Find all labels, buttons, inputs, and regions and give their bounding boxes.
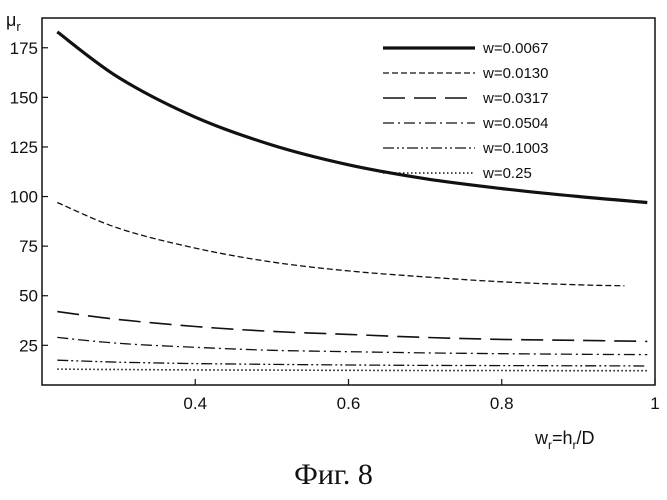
legend-label-6: w=0.25 xyxy=(482,165,532,182)
legend-label-1: w=0.0067 xyxy=(482,40,548,57)
y-tick-label: 75 xyxy=(19,237,38,256)
axis-ticks: 25 50 75 100 125 150 175 0.4 0.6 0.8 1 xyxy=(10,39,660,413)
y-tick-label: 150 xyxy=(10,88,38,107)
y-tick-label: 50 xyxy=(19,287,38,306)
legend-label-4: w=0.0504 xyxy=(482,115,548,132)
y-axis-label: μr xyxy=(6,10,21,34)
x-tick-label: 0.6 xyxy=(337,394,361,413)
x-axis-label-rest-sub: r xyxy=(573,438,577,452)
x-axis-label: wr=hr/D xyxy=(534,428,595,452)
series-line-2 xyxy=(57,201,625,287)
series-lines xyxy=(56,30,648,372)
x-axis-label-sub: r xyxy=(548,438,552,452)
x-axis-label-tail: /D xyxy=(577,428,595,448)
series-line-4 xyxy=(57,336,648,356)
series-line-3 xyxy=(57,310,648,343)
series-line-1 xyxy=(56,30,648,205)
series-line-6 xyxy=(57,368,648,372)
y-axis-label-sub: r xyxy=(16,19,21,34)
x-tick-label: 1 xyxy=(650,394,659,413)
x-tick-label: 0.4 xyxy=(183,394,207,413)
plot-area xyxy=(41,17,656,386)
x-axis-label-main: w xyxy=(534,428,549,448)
legend-label-3: w=0.0317 xyxy=(482,90,548,107)
y-tick-label: 100 xyxy=(10,188,38,207)
series-line-5 xyxy=(57,359,648,367)
y-axis-label-main: μ xyxy=(6,10,16,30)
legend: w=0.0067 w=0.0130 w=0.0317 w=0.0504 w=0.1003… xyxy=(383,40,548,182)
legend-label-2: w=0.0130 xyxy=(482,65,548,82)
x-axis-label-rest: =h xyxy=(552,428,573,448)
legend-label-5: w=0.1003 xyxy=(482,140,548,157)
y-tick-label: 175 xyxy=(10,39,38,58)
y-tick-label: 125 xyxy=(10,138,38,157)
plot-frame xyxy=(41,17,656,386)
y-tick-label: 25 xyxy=(19,336,38,355)
x-tick-label: 0.8 xyxy=(490,394,514,413)
figure-caption: Фиг. 8 xyxy=(294,458,373,491)
